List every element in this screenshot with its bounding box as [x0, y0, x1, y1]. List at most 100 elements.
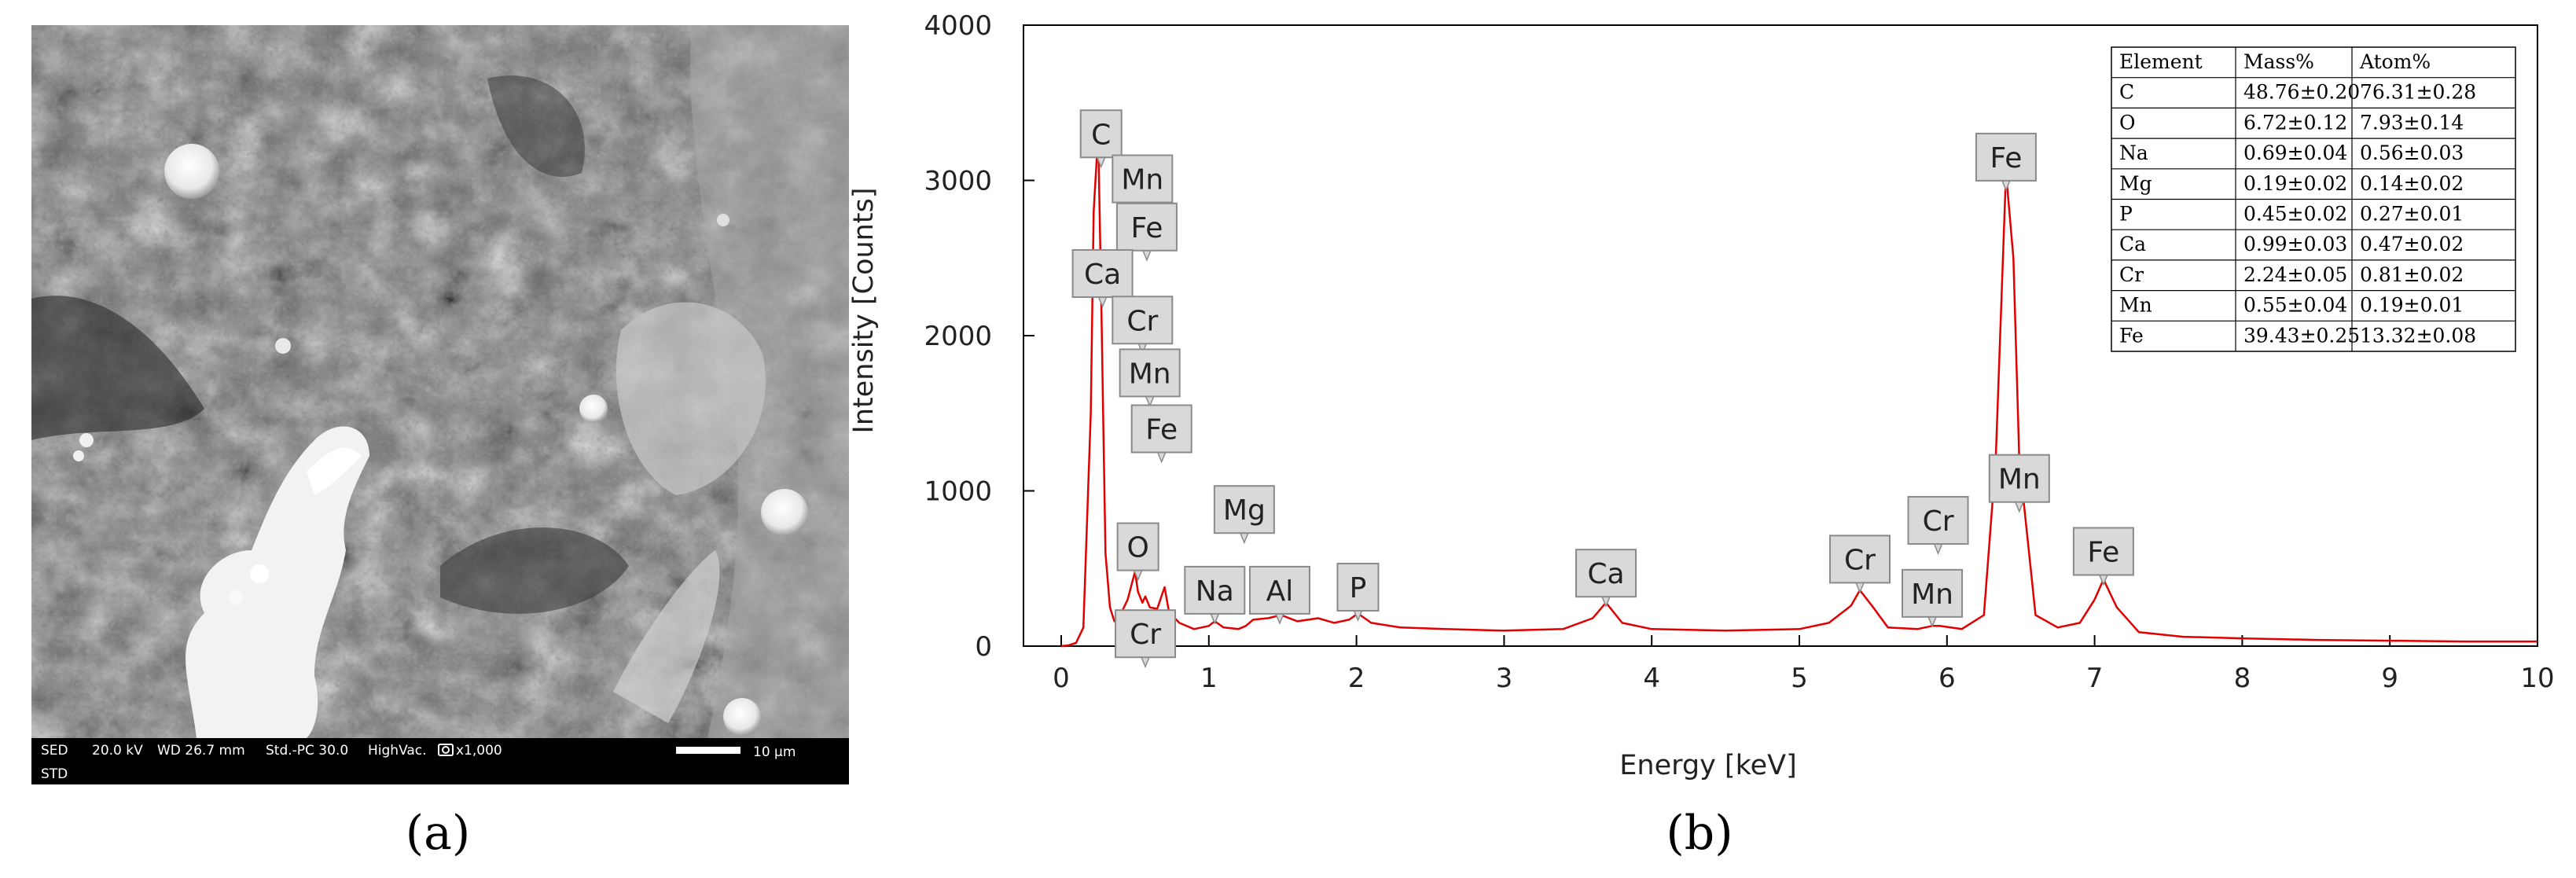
table-cell: 0.81±0.02: [2360, 263, 2464, 286]
x-tick-label: 0: [1053, 663, 1070, 694]
peak-label-box: [1902, 568, 1964, 618]
peak-label: Mn: [1902, 568, 1964, 628]
peak-label-box: [1575, 549, 1637, 598]
x-tick-label: 6: [1938, 663, 1956, 694]
table-header-cell: Atom%: [2359, 50, 2431, 73]
peak-label: P: [1336, 562, 1380, 622]
table-cell: C: [2119, 81, 2134, 104]
peak-label-text: Cr: [1844, 544, 1876, 576]
peak-label-pointer: [1601, 596, 1611, 608]
y-tick-label: 2000: [924, 321, 992, 352]
table-cell: 2.24±0.05: [2243, 263, 2347, 286]
peak-label: Mn: [1988, 454, 2050, 513]
peak-label-text: Mn: [1911, 579, 1953, 611]
y-tick-label: 0: [975, 631, 992, 663]
spectrum-line: [1060, 133, 2537, 648]
peak-label-text: Fe: [1990, 142, 2022, 174]
table-cell: 0.19±0.01: [2360, 294, 2464, 317]
peak-label-text: Mg: [1223, 494, 1266, 527]
sem-vacuum: HighVac.: [368, 743, 427, 759]
peak-label-text: Ca: [1084, 259, 1121, 291]
peak-label: Mn: [1119, 348, 1181, 408]
peak-label: Na: [1184, 565, 1246, 625]
peak-label-pointer: [1927, 616, 1937, 628]
peak-label-box: [1184, 565, 1246, 615]
peak-label-box: [1975, 132, 2037, 182]
sem-info-bar: SED 20.0 kV WD 26.7 mm Std.-PC 30.0 High…: [31, 738, 849, 784]
x-tick-label: 5: [1791, 663, 1808, 694]
peak-label: Fe: [1130, 404, 1192, 464]
peak-label: Fe: [1115, 202, 1178, 262]
peak-label: Al: [1248, 565, 1310, 625]
peak-label-box: [1116, 522, 1159, 571]
peak-label-box: [1115, 202, 1178, 252]
peak-label-text: P: [1350, 572, 1367, 604]
peak-label-box: [2072, 527, 2134, 576]
table-cell: 0.99±0.03: [2243, 233, 2347, 255]
peak-label-pointer: [1855, 582, 1865, 594]
x-tick-label: 1: [1200, 663, 1218, 694]
panel-letter-a: (a): [406, 806, 471, 861]
table-cell: 0.45±0.02: [2243, 203, 2347, 226]
scale-bar: [676, 747, 740, 754]
peak-label: Ca: [1071, 249, 1134, 308]
x-tick-label: 3: [1496, 663, 1513, 694]
x-tick-label: 7: [2086, 663, 2104, 694]
table-cell: 0.56±0.03: [2360, 141, 2464, 164]
peak-label: O: [1116, 522, 1159, 582]
table-cell: Ca: [2119, 233, 2146, 255]
peak-label: Cr: [1115, 609, 1177, 669]
peak-label-text: Fe: [1145, 414, 1178, 446]
x-axis: 0 1 2 3 4 5 6 7 8 9 10: [1053, 635, 2555, 694]
peak-label: Cr: [1907, 496, 1969, 555]
sem-second-line: STD: [41, 766, 68, 782]
table-header-cell: Mass%: [2243, 50, 2314, 73]
table-cell: P: [2119, 203, 2133, 226]
peak-label-text: O: [1126, 532, 1148, 564]
sem-micrograph: [31, 25, 849, 738]
table-cell: 0.14±0.02: [2360, 172, 2464, 195]
peak-label-text: Fe: [1130, 212, 1163, 244]
x-tick-label: 8: [2234, 663, 2251, 694]
peak-label-text: Mn: [1121, 164, 1163, 197]
sem-mode: SED: [41, 743, 68, 759]
sem-working-distance: WD 26.7 mm: [157, 743, 245, 759]
peak-label-box: [1112, 154, 1174, 204]
table-cell: 76.31±0.28: [2360, 81, 2476, 104]
peak-label-text: Mn: [1998, 464, 2041, 496]
peak-label: Cr: [1112, 296, 1174, 355]
peak-label: Fe: [1975, 132, 2037, 192]
sem-magnification: x1,000: [456, 743, 502, 759]
peak-label-box: [1071, 249, 1134, 298]
peak-label-text: Cr: [1923, 505, 1954, 538]
sem-image-panel: SED 20.0 kV WD 26.7 mm Std.-PC 30.0 High…: [31, 25, 849, 861]
table-cell: Mg: [2119, 172, 2152, 195]
peak-label: Cr: [1828, 535, 1891, 594]
x-tick-label: 2: [1348, 663, 1365, 694]
table-cell: 0.19±0.02: [2243, 172, 2347, 195]
y-axis-title: Intensity [Counts]: [848, 188, 880, 434]
peak-label-box: [1988, 454, 2050, 503]
peak-label-pointer: [1133, 570, 1143, 582]
peak-label-box: [1336, 562, 1380, 612]
peak-label-text: Ca: [1587, 558, 1624, 590]
scale-bar-label: 10 μm: [753, 744, 796, 760]
peak-label-pointer: [2099, 575, 2108, 586]
peak-label-pointer: [1240, 532, 1249, 545]
peak-label-text: Cr: [1130, 619, 1161, 651]
peak-label-text: Al: [1266, 575, 1294, 608]
peak-label-box: [1907, 496, 1969, 546]
peak-label-box: [1213, 485, 1275, 535]
table-cell: 48.76±0.20: [2243, 81, 2360, 104]
table-cell: 0.69±0.04: [2243, 141, 2347, 164]
table-cell: Mn: [2119, 294, 2152, 317]
peak-label-pointer: [2001, 180, 2011, 192]
peak-label-box: [1115, 609, 1177, 659]
table-cell: Fe: [2119, 324, 2144, 347]
peak-label-pointer: [1275, 613, 1284, 625]
y-tick-label: 3000: [924, 166, 992, 197]
peak-label-pointer: [1141, 656, 1150, 669]
peak-label-text: Cr: [1126, 305, 1158, 337]
